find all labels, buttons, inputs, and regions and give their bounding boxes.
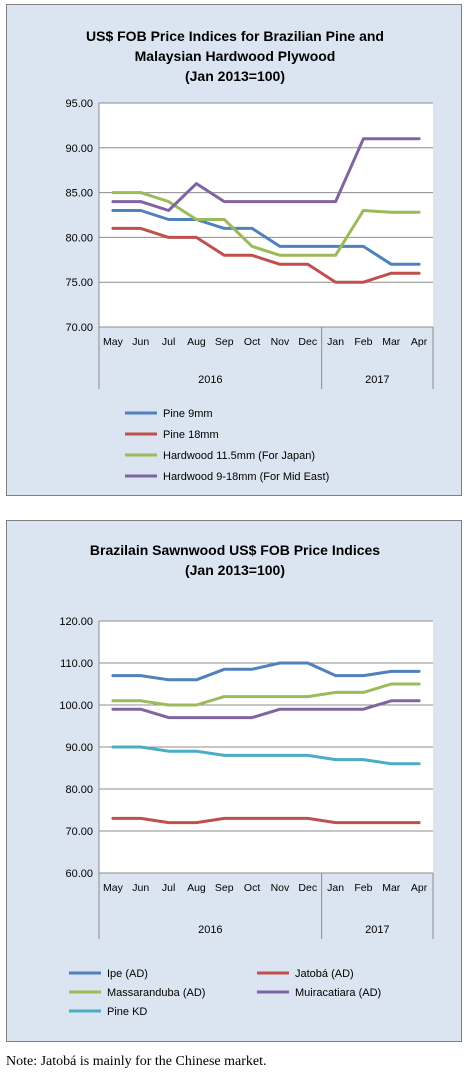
chart2-legend-label: Massaranduba (AD) [107,987,205,999]
chart2-x-tick-label: Aug [187,882,206,894]
chart2-x-tick-label: May [103,882,124,894]
chart1-x-tick-label: Dec [298,336,317,348]
chart1-x-tick-label: Mar [382,336,401,348]
chart2-x-tick-label: Mar [382,882,401,894]
chart1-x-tick-label: Apr [411,336,428,348]
chart2-title-line-2: (Jan 2013=100) [185,562,285,578]
chart2-year-label: 2017 [365,924,389,936]
chart1-y-tick-label: 75.00 [65,277,93,289]
chart1-x-tick-label: Oct [244,336,260,348]
chart2-year-label: 2016 [198,924,222,936]
chart2-x-tick-label: Jun [132,882,149,894]
chart2-legend-label: Muiracatiara (AD) [295,987,381,999]
chart2-x-tick-label: Dec [298,882,317,894]
chart2-legend-label: Pine KD [107,1006,147,1018]
chart2-x-tick-label: Nov [271,882,290,894]
chart2-legend-label: Ipe (AD) [107,968,148,980]
chart2-series-line-2 [111,816,421,825]
chart1-title-line-3: (Jan 2013=100) [185,68,285,84]
plywood-price-chart: US$ FOB Price Indices for Brazilian Pine… [6,4,462,496]
chart2-x-tick-label: Oct [244,882,260,894]
sawnwood-price-chart: Brazilain Sawnwood US$ FOB Price Indices… [6,520,462,1042]
chart1-series-line-4 [111,137,421,212]
chart2-series-line-1 [111,661,421,682]
chart1-x-tick-label: Nov [271,336,290,348]
chart1-title-line-1: US$ FOB Price Indices for Brazilian Pine… [86,28,384,44]
chart1-series-line-1 [111,209,421,266]
chart2-y-tick-label: 120.00 [59,616,93,628]
chart1-y-tick-label: 70.00 [65,322,93,334]
chart2-y-tick-label: 80.00 [65,784,93,796]
chart2-legend-label: Jatobá (AD) [295,968,354,980]
chart1-x-tick-label: Aug [187,336,206,348]
chart1-x-tick-label: Jan [327,336,344,348]
footnote: Note: Jatobá is mainly for the Chinese m… [6,1054,267,1069]
chart2-y-tick-label: 60.00 [65,868,93,880]
chart1-series-line-3 [111,191,421,257]
chart1-year-label: 2016 [198,374,222,386]
chart2-x-tick-label: Apr [411,882,428,894]
chart1-y-tick-label: 80.00 [65,232,93,244]
chart1-y-tick-label: 95.00 [65,98,93,110]
chart2-series-line-3 [111,682,421,707]
chart2-series-line-5 [111,745,421,766]
chart1-x-tick-label: Jul [162,336,175,348]
chart1-title-line-2: Malaysian Hardwood Plywood [135,48,336,64]
chart2-x-tick-label: Jul [162,882,175,894]
plywood-chart-svg: US$ FOB Price Indices for Brazilian Pine… [65,28,434,483]
chart2-x-tick-label: Sep [215,882,234,894]
chart1-legend-label: Hardwood 11.5mm (For Japan) [163,450,315,462]
chart1-y-tick-label: 90.00 [65,143,93,155]
chart1-x-tick-label: Jun [132,336,149,348]
chart2-x-tick-label: Jan [327,882,344,894]
sawnwood-chart-svg: Brazilain Sawnwood US$ FOB Price Indices… [59,542,434,1018]
chart2-y-tick-label: 70.00 [65,826,93,838]
chart2-series-line-4 [111,699,421,720]
chart1-legend-label: Hardwood 9-18mm (For Mid East) [163,471,329,483]
chart1-y-tick-label: 85.00 [65,188,93,200]
chart1-year-label: 2017 [365,374,389,386]
chart1-plot-area [99,103,433,327]
chart2-title-line-1: Brazilain Sawnwood US$ FOB Price Indices [90,542,380,558]
chart1-x-tick-label: May [103,336,124,348]
chart1-legend-label: Pine 9mm [163,408,213,420]
chart2-y-tick-label: 110.00 [60,658,93,670]
chart2-y-tick-label: 100.00 [59,700,93,712]
chart1-x-tick-label: Sep [215,336,234,348]
chart1-series-line-2 [111,226,421,284]
chart1-x-tick-label: Feb [354,336,372,348]
chart1-legend-label: Pine 18mm [163,429,219,441]
chart2-x-tick-label: Feb [354,882,372,894]
chart2-y-tick-label: 90.00 [65,742,93,754]
